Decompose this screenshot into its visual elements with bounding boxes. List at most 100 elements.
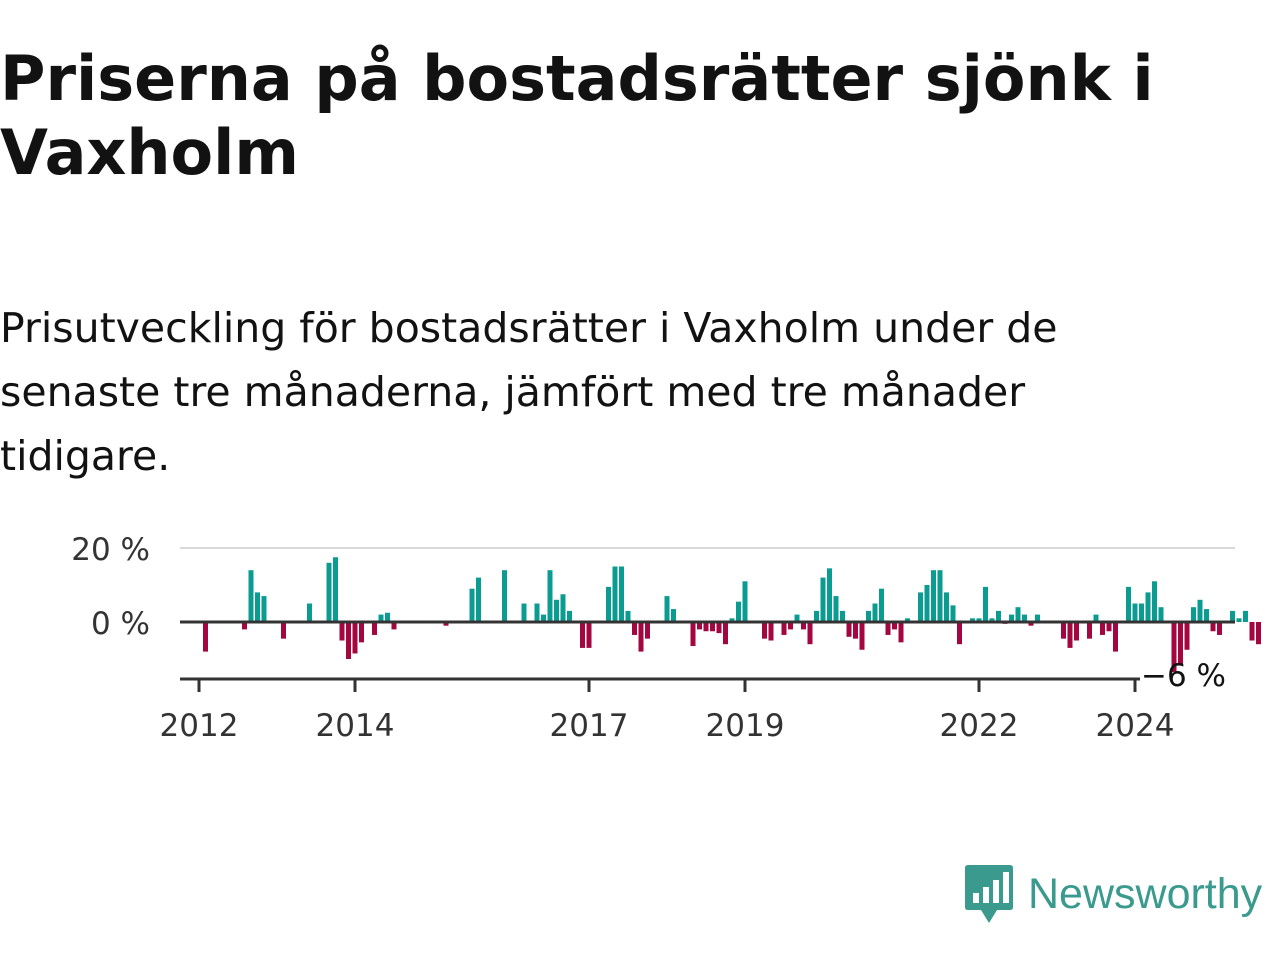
bar: [1243, 610, 1248, 622]
bar: [976, 618, 982, 622]
x-tick-label: 2019: [706, 708, 785, 744]
bar: [1145, 592, 1151, 622]
bar: [333, 557, 338, 622]
bar: [391, 622, 397, 630]
bar: [924, 585, 930, 622]
bar: [242, 622, 247, 630]
bar: [378, 614, 384, 622]
bar: [794, 614, 800, 622]
bar: [768, 622, 774, 641]
bar: [866, 610, 871, 622]
y-tick-label: 0 %: [91, 606, 150, 642]
bar: [554, 599, 559, 622]
bar: [619, 566, 624, 622]
bar: [664, 596, 670, 622]
bar: [723, 622, 728, 645]
chart-title: Priserna på bostadsrätter sjönk i Vaxhol…: [0, 42, 1154, 189]
bar: [1139, 603, 1144, 622]
bar: [944, 592, 949, 622]
newsworthy-logo-text: Newsworthy: [1028, 869, 1263, 918]
bar: [957, 622, 962, 645]
bar: [807, 622, 813, 645]
bar: [1067, 622, 1073, 648]
bar: [261, 596, 267, 622]
bar: [879, 588, 884, 622]
bar: [469, 588, 475, 622]
bar: [840, 610, 845, 622]
bar: [586, 622, 592, 648]
bar: [632, 622, 637, 635]
bar: [970, 618, 975, 622]
bar: [905, 618, 910, 622]
bar: [1171, 622, 1177, 672]
bar: [326, 562, 332, 622]
bar: [690, 622, 696, 647]
bar: [352, 622, 358, 654]
bar: [645, 622, 650, 639]
bar: [1132, 603, 1138, 622]
bar: [1249, 622, 1255, 641]
bar: [937, 570, 943, 622]
bar: [1158, 607, 1164, 622]
bar: [742, 581, 748, 622]
bar: [1197, 599, 1203, 622]
bar: [898, 622, 904, 643]
chart-subtitle: Prisutveckling för bostadsrätter i Vaxho…: [0, 304, 1058, 480]
bar: [1256, 622, 1261, 645]
bar: [697, 622, 702, 630]
bar: [931, 570, 936, 622]
bar: [443, 622, 449, 626]
bar: [1028, 622, 1034, 626]
bar: [339, 622, 345, 641]
bar: [534, 603, 540, 622]
bar: [638, 622, 644, 652]
bar: [502, 570, 507, 622]
bar: [541, 614, 546, 622]
bar: [1009, 614, 1014, 622]
bar: [580, 622, 585, 648]
bar: [547, 570, 553, 622]
x-tick-label: 2014: [316, 708, 395, 744]
bar: [1087, 622, 1092, 639]
bar: [1152, 581, 1157, 622]
x-tick-label: 2017: [550, 708, 629, 744]
bar: [710, 622, 715, 632]
bar: [1100, 622, 1105, 635]
bar: [716, 622, 722, 634]
bar: [359, 622, 364, 643]
bar: [203, 622, 208, 652]
bar: [736, 601, 741, 622]
bar: [729, 618, 735, 622]
bar: [372, 622, 377, 635]
bar-chart: 0 % 20 % 2012 2014 2017 2019 2022 2024 −6 %: [71, 532, 1261, 744]
bar: [1074, 622, 1079, 641]
bar: [1061, 622, 1066, 639]
bar: [612, 566, 618, 622]
bar: [833, 596, 839, 622]
bar: [872, 603, 878, 622]
bar: [606, 586, 611, 622]
bar: [892, 622, 897, 630]
bar: [788, 622, 793, 630]
newsworthy-logo-icon: [965, 865, 1013, 923]
bar: [248, 570, 254, 622]
bar: [385, 612, 390, 622]
bar: [820, 577, 826, 622]
bar: [1022, 614, 1027, 622]
latest-value-label: −6 %: [1141, 658, 1226, 694]
bar: [801, 622, 806, 630]
bar: [781, 622, 787, 635]
bar: [1015, 607, 1021, 622]
bar: [1210, 622, 1216, 632]
bar: [521, 603, 527, 622]
bar: [346, 622, 351, 659]
bar: [989, 618, 995, 622]
bar: [885, 622, 891, 635]
bar: [307, 603, 312, 622]
bar: [1178, 622, 1183, 665]
bar: [1191, 607, 1196, 622]
bar: [1093, 614, 1099, 622]
bar: [1217, 622, 1222, 635]
bar: [859, 622, 865, 650]
bar: [827, 568, 832, 622]
